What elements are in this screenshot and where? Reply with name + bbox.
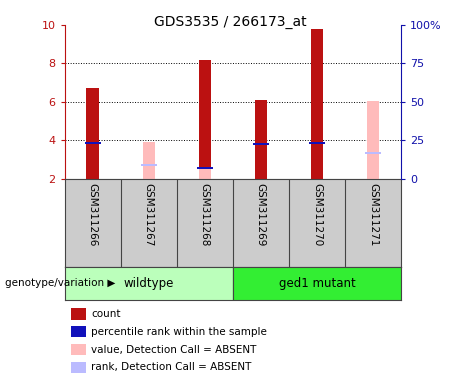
Text: GSM311266: GSM311266 bbox=[88, 183, 98, 247]
Text: GSM311267: GSM311267 bbox=[144, 183, 154, 247]
Bar bbox=[65, 267, 233, 300]
Bar bbox=[197, 167, 213, 169]
Text: value, Detection Call = ABSENT: value, Detection Call = ABSENT bbox=[91, 344, 257, 354]
Bar bbox=[142, 142, 155, 179]
Bar bbox=[86, 88, 99, 179]
Bar bbox=[71, 362, 86, 373]
Text: genotype/variation ▶: genotype/variation ▶ bbox=[5, 278, 115, 288]
Text: GSM311270: GSM311270 bbox=[312, 183, 322, 246]
Text: GSM311269: GSM311269 bbox=[256, 183, 266, 247]
Text: GSM311268: GSM311268 bbox=[200, 183, 210, 247]
Text: ged1 mutant: ged1 mutant bbox=[278, 277, 355, 290]
Text: percentile rank within the sample: percentile rank within the sample bbox=[91, 327, 267, 337]
Bar bbox=[71, 326, 86, 338]
Text: GDS3535 / 266173_at: GDS3535 / 266173_at bbox=[154, 15, 307, 29]
Bar bbox=[71, 344, 86, 355]
Bar bbox=[253, 143, 269, 145]
Bar bbox=[367, 101, 379, 179]
Bar bbox=[233, 267, 401, 300]
Text: count: count bbox=[91, 309, 121, 319]
Bar bbox=[71, 308, 86, 319]
Bar bbox=[199, 60, 211, 179]
Bar bbox=[84, 142, 100, 144]
Bar bbox=[254, 100, 267, 179]
Bar bbox=[311, 29, 323, 179]
Text: GSM311271: GSM311271 bbox=[368, 183, 378, 247]
Text: wildtype: wildtype bbox=[124, 277, 174, 290]
Bar bbox=[365, 152, 381, 154]
Text: rank, Detection Call = ABSENT: rank, Detection Call = ABSENT bbox=[91, 362, 252, 372]
Bar bbox=[199, 168, 211, 179]
Bar bbox=[309, 142, 325, 144]
Bar bbox=[141, 164, 157, 166]
